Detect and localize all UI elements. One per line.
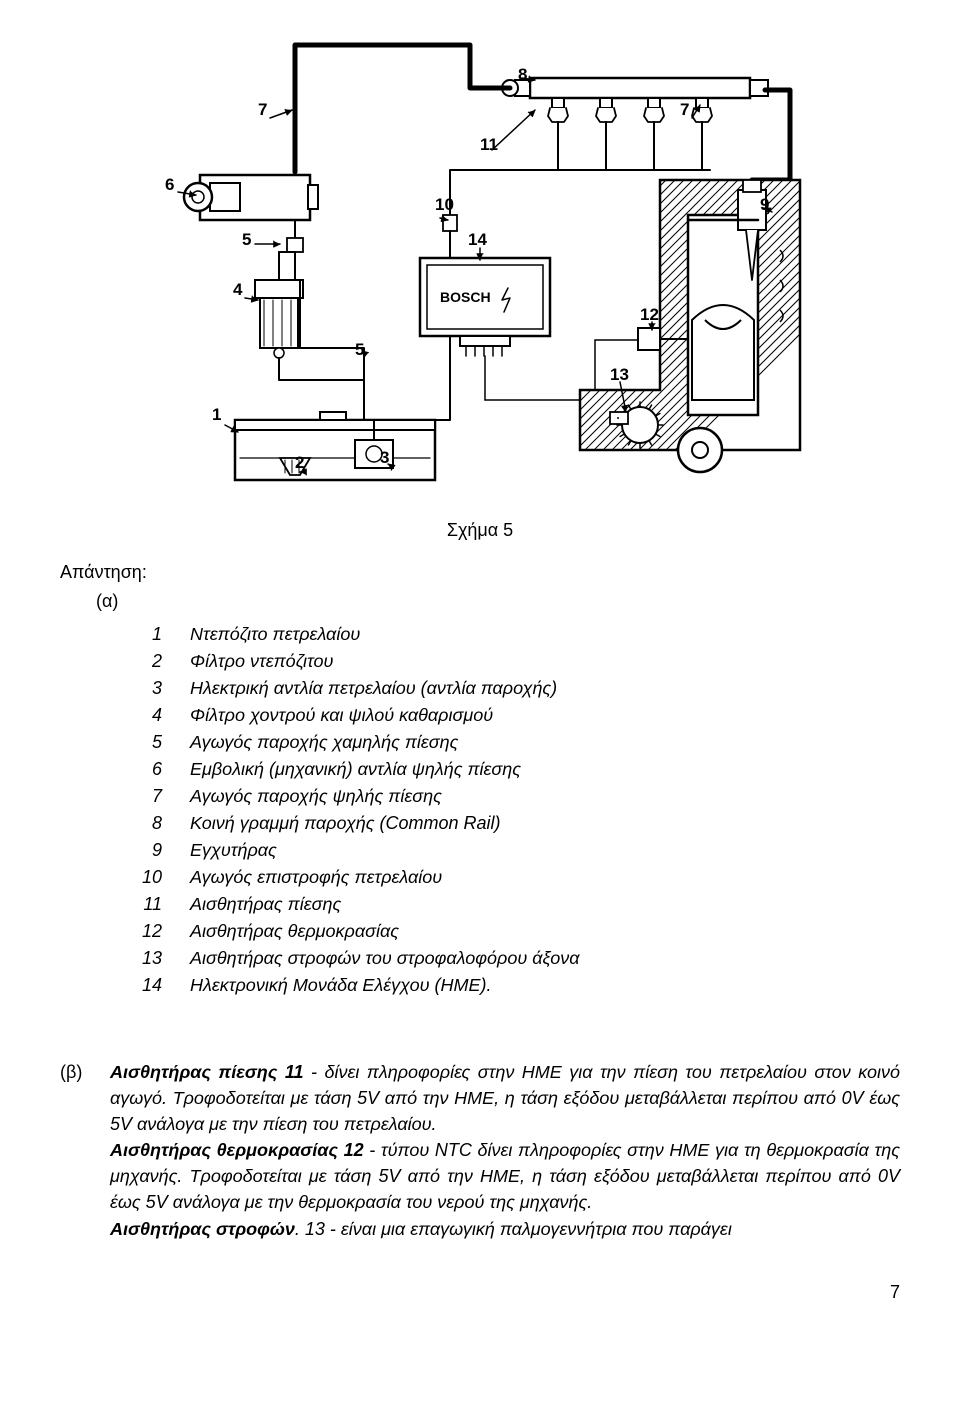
legend-text: Αγωγός παροχής ψηλής πίεσης bbox=[190, 783, 900, 810]
beta-paragraph: Αισθητήρας θερμοκρασίας 12 - τύπου NTC δ… bbox=[110, 1137, 900, 1215]
legend-text: Αγωγός επιστροφής πετρελαίου bbox=[190, 864, 900, 891]
legend-row: 2 Φίλτρο ντεπόζιτου bbox=[140, 648, 900, 675]
svg-text:5: 5 bbox=[355, 340, 364, 359]
svg-text:11: 11 bbox=[480, 135, 498, 154]
legend-num: 8 bbox=[140, 810, 162, 837]
svg-text:6: 6 bbox=[165, 175, 174, 194]
svg-text:7: 7 bbox=[680, 100, 689, 119]
figure-container: BOSCH787116105149412513132 bbox=[140, 20, 820, 490]
legend-text: Αισθητήρας θερμοκρασίας bbox=[190, 918, 900, 945]
svg-text:12: 12 bbox=[640, 305, 659, 324]
legend-num: 1 bbox=[140, 621, 162, 648]
legend-text: Εγχυτήρας bbox=[190, 837, 900, 864]
legend-num: 11 bbox=[140, 891, 162, 918]
legend-num: 13 bbox=[140, 945, 162, 972]
legend-text: Κοινή γραμμή παροχής (Common Rail) bbox=[190, 810, 900, 837]
legend-num: 14 bbox=[140, 972, 162, 999]
legend-text: Αισθητήρας πίεσης bbox=[190, 891, 900, 918]
alpha-label: (α) bbox=[96, 588, 900, 615]
svg-text:8: 8 bbox=[518, 65, 527, 84]
beta-body: Αισθητήρας πίεσης 11 - δίνει πληροφορίες… bbox=[110, 1059, 900, 1242]
legend-num: 12 bbox=[140, 918, 162, 945]
svg-text:7: 7 bbox=[258, 100, 267, 119]
legend-row: 6 Εμβολική (μηχανική) αντλία ψηλής πίεσης bbox=[140, 756, 900, 783]
legend-row: 12 Αισθητήρας θερμοκρασίας bbox=[140, 918, 900, 945]
legend-num: 2 bbox=[140, 648, 162, 675]
svg-text:4: 4 bbox=[233, 280, 243, 299]
svg-text:1: 1 bbox=[212, 405, 221, 424]
legend-row: 8 Κοινή γραμμή παροχής (Common Rail) bbox=[140, 810, 900, 837]
legend-row: 1 Ντεπόζιτο πετρελαίου bbox=[140, 621, 900, 648]
svg-text:10: 10 bbox=[435, 195, 454, 214]
beta-lead: Αισθητήρας στροφών bbox=[110, 1219, 295, 1239]
svg-text:2: 2 bbox=[295, 453, 304, 472]
legend-row: 5 Αγωγός παροχής χαμηλής πίεσης bbox=[140, 729, 900, 756]
page-number: 7 bbox=[60, 1282, 900, 1303]
legend-text: Ηλεκτρονική Μονάδα Ελέγχου (ΗΜΕ). bbox=[190, 972, 900, 999]
beta-lead: Αισθητήρας θερμοκρασίας 12 bbox=[110, 1140, 364, 1160]
legend-text: Φίλτρο χοντρού και ψιλού καθαρισμού bbox=[190, 702, 900, 729]
legend-num: 7 bbox=[140, 783, 162, 810]
legend-row: 4 Φίλτρο χοντρού και ψιλού καθαρισμού bbox=[140, 702, 900, 729]
legend-row: 13 Αισθητήρας στροφών του στροφαλοφόρου ά… bbox=[140, 945, 900, 972]
legend-text: Αγωγός παροχής χαμηλής πίεσης bbox=[190, 729, 900, 756]
svg-text:9: 9 bbox=[760, 195, 769, 214]
beta-paragraph: Αισθητήρας στροφών. 13 - είναι μια επαγω… bbox=[110, 1216, 900, 1242]
legend-list: 1Ντεπόζιτο πετρελαίου2Φίλτρο ντεπόζιτου3… bbox=[140, 621, 900, 999]
beta-label: (β) bbox=[60, 1059, 88, 1242]
svg-text:13: 13 bbox=[610, 365, 629, 384]
legend-text: Φίλτρο ντεπόζιτου bbox=[190, 648, 900, 675]
svg-text:14: 14 bbox=[468, 230, 487, 249]
legend-row: 14 Ηλεκτρονική Μονάδα Ελέγχου (ΗΜΕ). bbox=[140, 972, 900, 999]
legend-num: 5 bbox=[140, 729, 162, 756]
svg-text:BOSCH: BOSCH bbox=[440, 289, 491, 305]
beta-tail: . 13 - είναι μια επαγωγική παλμογεννήτρι… bbox=[295, 1219, 732, 1239]
legend-text: Ηλεκτρική αντλία πετρελαίου (αντλία παρο… bbox=[190, 675, 900, 702]
legend-row: 7 Αγωγός παροχής ψηλής πίεσης bbox=[140, 783, 900, 810]
beta-section: (β) Αισθητήρας πίεσης 11 - δίνει πληροφο… bbox=[60, 1059, 900, 1242]
beta-lead: Αισθητήρας πίεσης 11 bbox=[110, 1062, 304, 1082]
legend-num: 10 bbox=[140, 864, 162, 891]
legend-num: 3 bbox=[140, 675, 162, 702]
svg-text:3: 3 bbox=[380, 448, 389, 467]
answer-label: Απάντηση: bbox=[60, 559, 900, 586]
legend-text: Αισθητήρας στροφών του στροφαλοφόρου άξο… bbox=[190, 945, 900, 972]
figure-caption: Σχήμα 5 bbox=[60, 520, 900, 541]
legend-num: 6 bbox=[140, 756, 162, 783]
answer-block: Απάντηση: (α) 1 Ντεπόζιτο πετρελαίου 2 Φίλτ… bbox=[60, 559, 900, 999]
legend-text: Εμβολική (μηχανική) αντλία ψηλής πίεσης bbox=[190, 756, 900, 783]
beta-paragraph: Αισθητήρας πίεσης 11 - δίνει πληροφορίες… bbox=[110, 1059, 900, 1137]
legend-row: 11 Αισθητήρας πίεσης bbox=[140, 891, 900, 918]
legend-num: 4 bbox=[140, 702, 162, 729]
legend-row: 3 Ηλεκτρική αντλία πετρελαίου (αντλία παρ… bbox=[140, 675, 900, 702]
legend-text: Ντεπόζιτο πετρελαίου bbox=[190, 621, 900, 648]
legend-row: 10 Αγωγός επιστροφής πετρελαίου bbox=[140, 864, 900, 891]
legend-row: 9 Εγχυτήρας bbox=[140, 837, 900, 864]
legend-num: 9 bbox=[140, 837, 162, 864]
svg-text:5: 5 bbox=[242, 230, 251, 249]
diesel-common-rail-diagram: BOSCH787116105149412513132 bbox=[140, 20, 820, 490]
